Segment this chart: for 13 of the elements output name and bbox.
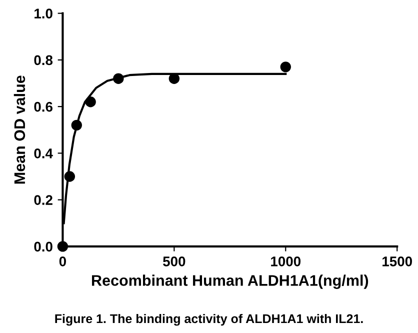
y-tick-label: 0.0	[34, 242, 52, 252]
y-axis-title: Mean OD value	[14, 76, 26, 184]
x-tick-label: 1500	[382, 256, 412, 266]
y-tick-label: 0.6	[34, 102, 52, 112]
y-tick-label: 1.0	[34, 8, 52, 18]
x-tick-label: 500	[163, 256, 186, 266]
x-tick-label: 0	[59, 256, 66, 266]
caption: Figure 1. The binding activity of ALDH1A1 with IL21.	[55, 314, 363, 326]
x-axis-title: Recombinant Human ALDH1A1(ng/ml)	[92, 274, 368, 289]
x-tick-label: 1000	[271, 256, 301, 266]
y-tick-label: 0.8	[34, 55, 53, 66]
y-tick-label: 0.4	[34, 148, 53, 158]
y-tick-label: 0.2	[34, 195, 52, 205]
